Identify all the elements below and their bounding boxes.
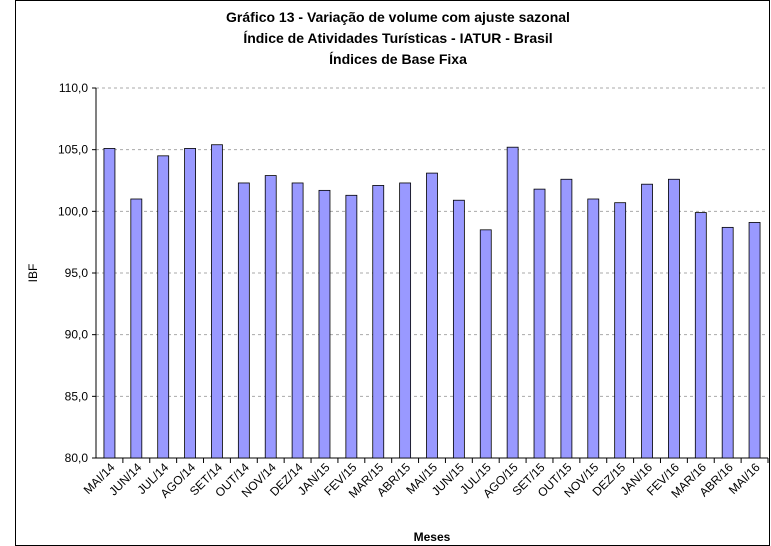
bar xyxy=(426,172,438,459)
y-tick-label: 95,0 xyxy=(65,266,89,280)
bar xyxy=(318,189,331,459)
y-axis-label: IBF xyxy=(26,264,40,283)
bar xyxy=(479,229,492,459)
bar xyxy=(560,178,573,459)
y-tick-label: 110,0 xyxy=(59,81,88,95)
y-tick-label: 100,0 xyxy=(58,204,88,218)
bar xyxy=(399,182,412,459)
bar xyxy=(587,198,600,459)
y-tick-label: 80,0 xyxy=(65,451,89,465)
bar xyxy=(157,155,170,459)
bar xyxy=(506,146,519,459)
bar xyxy=(345,194,358,459)
chart-title: Gráfico 13 - Variação de volume com ajus… xyxy=(226,9,570,25)
bar xyxy=(748,222,761,459)
bar xyxy=(103,148,116,459)
bar xyxy=(721,226,734,459)
bar xyxy=(533,188,546,459)
bar xyxy=(130,198,143,459)
bar xyxy=(614,202,627,459)
bar xyxy=(264,175,277,459)
bar xyxy=(184,148,196,459)
bar xyxy=(452,199,465,459)
bar xyxy=(211,144,223,459)
bar xyxy=(291,182,304,459)
bar xyxy=(668,178,680,459)
bar xyxy=(694,212,707,459)
y-tick-label: 90,0 xyxy=(65,328,89,342)
bar xyxy=(372,185,385,459)
y-tick-label: 105,0 xyxy=(58,143,88,157)
bar xyxy=(641,183,653,459)
chart-title: Índice de Atividades Turísticas - IATUR … xyxy=(243,30,552,46)
bar xyxy=(237,182,250,459)
chart-title: Índices de Base Fixa xyxy=(329,51,467,67)
x-axis-label: Meses xyxy=(414,530,451,544)
y-tick-label: 85,0 xyxy=(65,389,89,403)
